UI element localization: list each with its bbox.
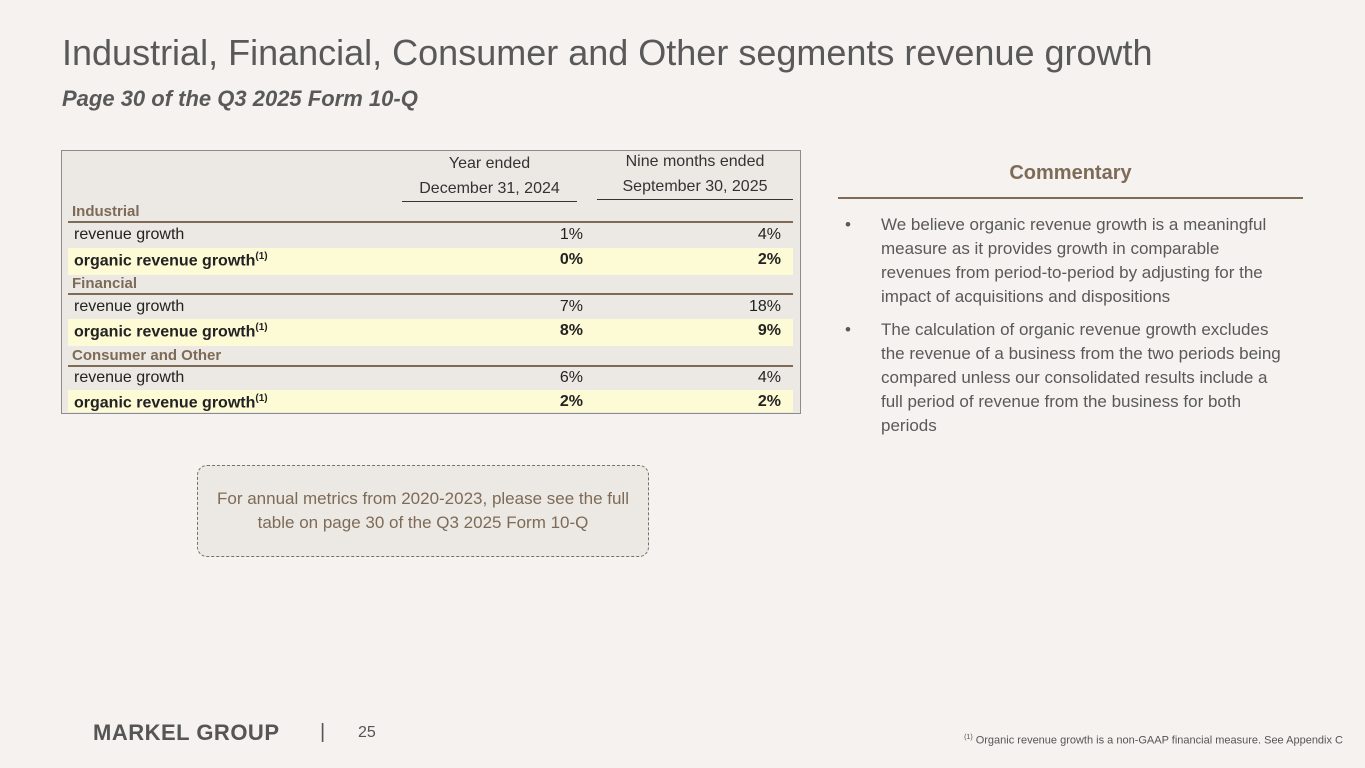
table-row: revenue growth 7% 18% — [68, 295, 793, 319]
row-label: organic revenue growth(1) — [74, 251, 268, 270]
footnote: (1) Organic revenue growth is a non-GAAP… — [964, 734, 1343, 747]
footnote-marker: (1) — [964, 734, 973, 741]
column-header-year-ended: Year ended December 31, 2024 — [402, 151, 577, 202]
table-row-highlighted: organic revenue growth(1) 2% 2% — [68, 390, 793, 412]
table-row-highlighted: organic revenue growth(1) 8% 9% — [68, 319, 793, 346]
cell-value: 0% — [559, 251, 583, 268]
column-header-line2: September 30, 2025 — [597, 174, 793, 200]
footnote-marker: (1) — [255, 251, 268, 262]
cell-value: 4% — [757, 226, 781, 243]
cell-value: 7% — [559, 298, 583, 315]
row-label: revenue growth — [74, 298, 185, 315]
annual-metrics-note: For annual metrics from 2020-2023, pleas… — [197, 465, 649, 557]
cell-value: 2% — [757, 393, 781, 410]
bullet-icon: • — [845, 320, 851, 339]
column-header-line1: Nine months ended — [625, 153, 765, 170]
cell-value: 6% — [559, 369, 583, 386]
cell-value: 4% — [757, 369, 781, 386]
row-label: organic revenue growth(1) — [74, 393, 268, 412]
revenue-growth-table: Year ended December 31, 2024 Nine months… — [61, 150, 801, 414]
bullet-icon: • — [845, 215, 851, 234]
commentary-title: Commentary — [838, 162, 1303, 199]
segment-label-consumer-other: Consumer and Other — [68, 346, 793, 367]
commentary-bullet: • The calculation of organic revenue gro… — [845, 318, 1285, 438]
page-title: Industrial, Financial, Consumer and Othe… — [62, 32, 1153, 73]
row-label-text: organic revenue growth — [74, 252, 256, 270]
cell-value: 9% — [757, 322, 781, 339]
footer-separator: | — [320, 721, 326, 743]
column-header-line2: December 31, 2024 — [402, 176, 577, 202]
footnote-marker: (1) — [255, 393, 268, 404]
commentary-bullet: • We believe organic revenue growth is a… — [845, 213, 1285, 309]
segment-label-industrial: Industrial — [68, 202, 793, 223]
row-label: revenue growth — [74, 226, 185, 243]
cell-value: 2% — [757, 251, 781, 268]
row-label-text: organic revenue growth — [74, 394, 256, 412]
row-label: organic revenue growth(1) — [74, 322, 268, 341]
column-header-line1: Year ended — [448, 155, 531, 172]
row-label: revenue growth — [74, 369, 185, 386]
footnote-text: Organic revenue growth is a non-GAAP fin… — [972, 734, 1343, 747]
commentary-bullet-text: We believe organic revenue growth is a m… — [881, 215, 1267, 306]
markel-group-logo: MARKEL GROUP — [93, 720, 280, 745]
column-header-nine-months: Nine months ended September 30, 2025 — [597, 149, 793, 200]
annual-metrics-note-text: For annual metrics from 2020-2023, pleas… — [216, 489, 629, 532]
cell-value: 8% — [559, 322, 583, 339]
table-row: revenue growth 1% 4% — [68, 223, 793, 247]
page-subtitle: Page 30 of the Q3 2025 Form 10-Q — [62, 86, 418, 111]
footnote-marker: (1) — [255, 322, 268, 333]
table-row-highlighted: organic revenue growth(1) 0% 2% — [68, 248, 793, 275]
row-label-text: organic revenue growth — [74, 323, 256, 341]
commentary-list: • We believe organic revenue growth is a… — [845, 213, 1285, 447]
cell-value: 18% — [748, 298, 781, 315]
cell-value: 2% — [559, 393, 583, 410]
page-number: 25 — [358, 724, 376, 741]
commentary-bullet-text: The calculation of organic revenue growt… — [881, 320, 1281, 435]
table-row: revenue growth 6% 4% — [68, 366, 793, 390]
segment-label-financial: Financial — [68, 274, 793, 295]
cell-value: 1% — [559, 226, 583, 243]
